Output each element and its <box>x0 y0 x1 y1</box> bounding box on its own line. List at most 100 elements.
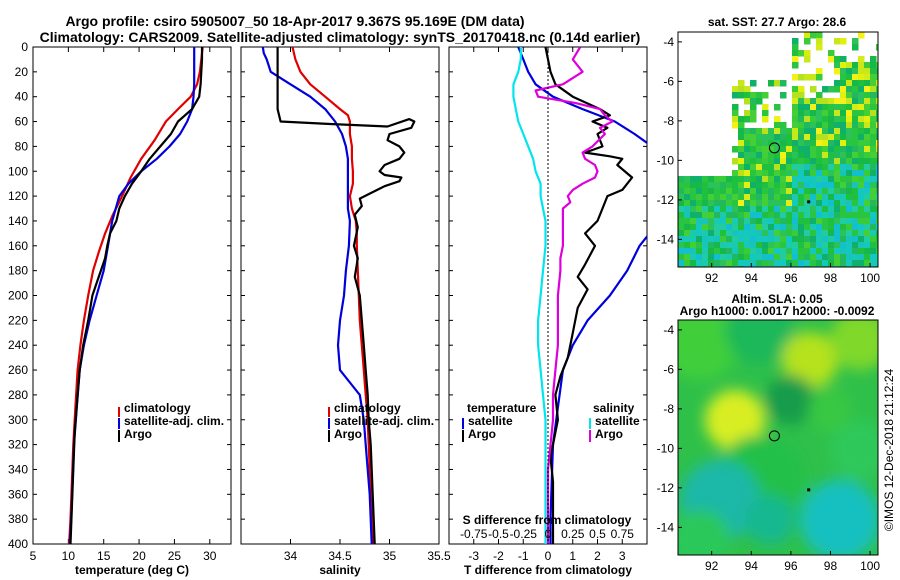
sst-cell <box>828 194 835 201</box>
sst-cell <box>864 122 871 129</box>
sst-cell <box>840 122 847 129</box>
sst-cell <box>726 212 733 219</box>
sst-cell <box>810 134 817 141</box>
sst-cell <box>846 74 853 81</box>
sst-cell <box>870 218 877 225</box>
sst-cell <box>816 170 823 177</box>
sst-cell <box>756 242 763 249</box>
sst-cell <box>684 242 691 249</box>
sst-cell <box>804 188 811 195</box>
sst-cell <box>852 80 859 87</box>
sst-cell <box>690 242 697 249</box>
sst-cell <box>804 182 811 189</box>
sst-cell <box>792 116 799 123</box>
sst-cell <box>702 254 709 261</box>
sst-cell <box>798 248 805 255</box>
sst-cell <box>876 218 878 225</box>
sst-cell <box>756 230 763 237</box>
depth-tick-label: 160 <box>8 239 28 253</box>
sst-cell <box>726 248 733 255</box>
sst-cell <box>876 62 878 69</box>
sst-cell <box>810 74 817 81</box>
sst-cell <box>756 176 763 183</box>
depth-tick-label: 200 <box>8 289 28 303</box>
sst-cell <box>810 170 817 177</box>
sst-cell <box>792 122 799 129</box>
sst-cell <box>756 152 763 159</box>
sst-cell <box>690 254 697 261</box>
sst-cell <box>684 176 691 183</box>
sst-cell <box>822 176 829 183</box>
sst-cell <box>732 146 739 153</box>
sst-cell <box>786 134 793 141</box>
sst-cell <box>876 206 878 213</box>
sst-cell <box>870 194 877 201</box>
sst-cell <box>792 200 799 207</box>
sst-cell <box>744 260 751 267</box>
sst-cell <box>756 164 763 171</box>
sst-cell <box>852 170 859 177</box>
sst-cell <box>858 248 865 255</box>
sst-cell <box>798 128 805 135</box>
sst-cell <box>858 74 865 81</box>
sst-cell <box>852 104 859 111</box>
sst-cell <box>732 176 739 183</box>
sst-cell <box>768 170 775 177</box>
sst-cell <box>798 254 805 261</box>
sst-cell <box>876 86 878 93</box>
sst-cell <box>804 212 811 219</box>
sst-cell <box>840 104 847 111</box>
sst-cell <box>756 224 763 231</box>
sst-cell <box>792 50 799 57</box>
sst-cell <box>846 146 853 153</box>
sst-cell <box>750 158 757 165</box>
sst-cell <box>750 104 757 111</box>
sst-cell <box>810 158 817 165</box>
sst-cell <box>798 116 805 123</box>
sst-cell <box>864 104 871 111</box>
sst-cell <box>834 110 841 117</box>
sst-cell <box>702 218 709 225</box>
sst-cell <box>804 38 811 45</box>
sst-cell <box>834 242 841 249</box>
sst-cell <box>684 212 691 219</box>
sst-cell <box>798 92 805 99</box>
sst-cell <box>822 206 829 213</box>
sst-cell <box>798 242 805 249</box>
sst-cell <box>714 242 721 249</box>
sst-cell <box>798 206 805 213</box>
sst-cell <box>678 206 685 213</box>
sst-cell <box>828 224 835 231</box>
sst-cell <box>834 152 841 159</box>
sst-cell <box>696 200 703 207</box>
sst-cell <box>792 128 799 135</box>
sst-cell <box>744 140 751 147</box>
sst-cell <box>726 242 733 249</box>
sst-cell <box>720 188 727 195</box>
sst-cell <box>792 248 799 255</box>
sst-cell <box>816 104 823 111</box>
sst-cell <box>738 122 745 129</box>
sst-cell <box>792 254 799 261</box>
map-x-tick-label: 94 <box>745 559 759 573</box>
map-x-tick-label: 100 <box>860 559 880 573</box>
sst-cell <box>852 230 859 237</box>
sst-cell <box>840 248 847 255</box>
sst-cell <box>816 188 823 195</box>
sst-cell <box>726 218 733 225</box>
sst-cell <box>744 92 751 99</box>
sst-cell <box>684 230 691 237</box>
sst-cell <box>708 254 715 261</box>
sst-cell <box>804 116 811 123</box>
sst-cell <box>738 170 745 177</box>
sst-cell <box>678 254 685 261</box>
sst-cell <box>864 212 871 219</box>
sst-cell <box>804 236 811 243</box>
sst-cell <box>786 140 793 147</box>
x-tick-label: 35 <box>383 549 397 563</box>
sst-cell <box>858 98 865 105</box>
map-y-tick-label: -14 <box>657 520 675 534</box>
sst-cell <box>846 98 853 105</box>
sst-cell <box>696 182 703 189</box>
sst-cell <box>750 206 757 213</box>
